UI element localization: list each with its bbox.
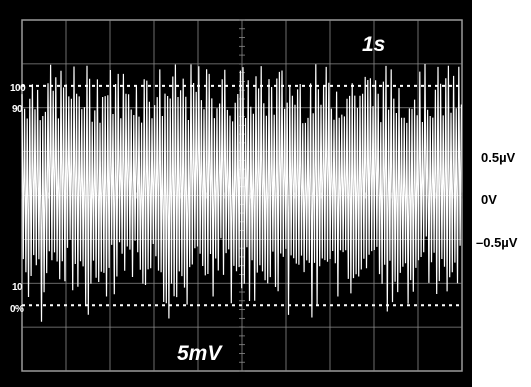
noise-trace (21, 63, 462, 322)
percent-label-10: 10 (12, 282, 23, 293)
percent-label-90: 90 (12, 104, 23, 115)
graticule-dotted-lines (22, 84, 462, 307)
time-per-division-label: 1s (362, 33, 386, 56)
scale-label-bottom: –0.5µV (476, 235, 518, 250)
percent-label-100: 100 (10, 83, 26, 94)
scale-label-center: 0V (481, 192, 497, 207)
scale-label-top: 0.5µV (481, 150, 516, 165)
volts-per-division-label: 5mV (177, 342, 222, 365)
percent-label-0: 0% (10, 304, 24, 315)
